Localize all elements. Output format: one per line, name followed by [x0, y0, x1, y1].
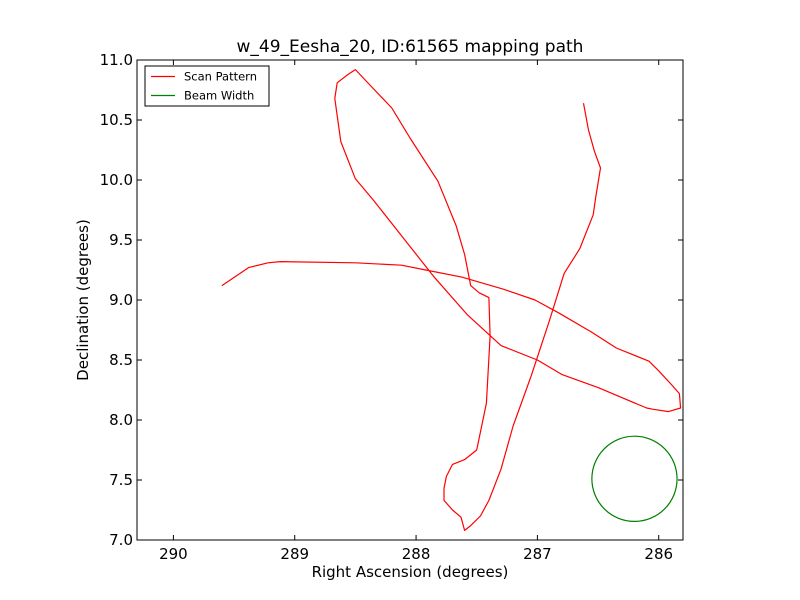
beam-width-circle — [591, 435, 678, 522]
y-tick-label: 8.0 — [109, 411, 133, 429]
y-tick-label: 7.5 — [109, 471, 133, 489]
legend-label-scan-pattern: Scan Pattern — [184, 70, 257, 84]
y-tick-label: 9.5 — [109, 231, 133, 249]
y-tick-label: 10.0 — [100, 171, 133, 189]
y-axis-label: Declination (degrees) — [74, 219, 92, 381]
y-tick-label: 10.5 — [100, 111, 133, 129]
y-tick-label: 8.5 — [109, 351, 133, 369]
legend: Scan Pattern Beam Width — [144, 65, 270, 107]
legend-box — [144, 65, 270, 107]
axis-tick-labels: 290 289 288 287 286 7.0 7.5 8.0 8.5 9.0 9.5 10.0 10.… — [100, 51, 673, 563]
series-layer — [221, 68, 682, 532]
y-tick-label: 9.0 — [109, 291, 133, 309]
chart-title: w_49_Eesha_20, ID:61565 mapping path — [237, 37, 584, 57]
x-tick-label: 290 — [159, 545, 188, 563]
x-axis-label: Right Ascension (degrees) — [312, 563, 509, 581]
y-tick-label: 11.0 — [100, 51, 133, 69]
y-tick-label: 7.0 — [109, 531, 133, 549]
plot-area — [137, 60, 683, 540]
scan-pattern-line — [221, 68, 682, 532]
x-tick-label: 289 — [280, 545, 309, 563]
x-tick-label: 288 — [402, 545, 431, 563]
legend-label-beam-width: Beam Width — [184, 89, 254, 103]
x-tick-label: 286 — [644, 545, 673, 563]
x-tick-label: 287 — [523, 545, 552, 563]
plot-frame — [136, 59, 684, 541]
